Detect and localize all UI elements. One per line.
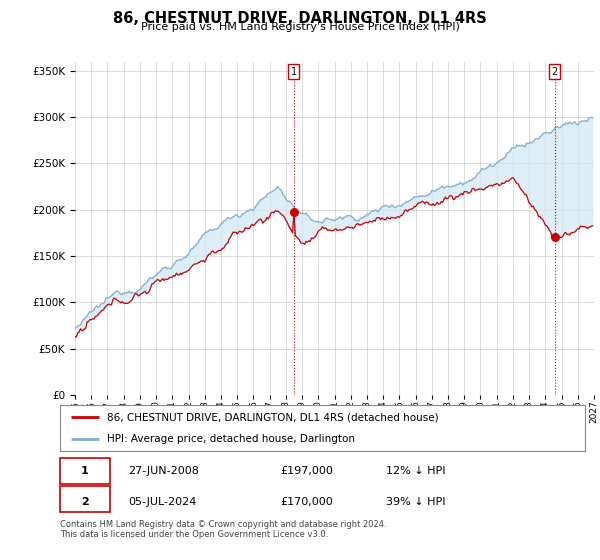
Text: 86, CHESTNUT DRIVE, DARLINGTON, DL1 4RS (detached house): 86, CHESTNUT DRIVE, DARLINGTON, DL1 4RS … <box>107 412 439 422</box>
Text: 12% ↓ HPI: 12% ↓ HPI <box>386 466 445 476</box>
Text: 1: 1 <box>81 466 89 476</box>
Text: 39% ↓ HPI: 39% ↓ HPI <box>386 497 445 507</box>
Text: 05-JUL-2024: 05-JUL-2024 <box>128 497 197 507</box>
Point <box>550 233 560 242</box>
FancyBboxPatch shape <box>60 486 110 512</box>
Text: 86, CHESTNUT DRIVE, DARLINGTON, DL1 4RS: 86, CHESTNUT DRIVE, DARLINGTON, DL1 4RS <box>113 11 487 26</box>
Text: 1: 1 <box>291 67 297 77</box>
FancyBboxPatch shape <box>60 458 110 484</box>
Text: 2: 2 <box>81 497 89 507</box>
Text: Contains HM Land Registry data © Crown copyright and database right 2024.
This d: Contains HM Land Registry data © Crown c… <box>60 520 386 539</box>
Text: £170,000: £170,000 <box>281 497 333 507</box>
Text: Price paid vs. HM Land Registry's House Price Index (HPI): Price paid vs. HM Land Registry's House … <box>140 22 460 32</box>
Text: 2: 2 <box>551 67 558 77</box>
Text: £197,000: £197,000 <box>281 466 334 476</box>
Text: HPI: Average price, detached house, Darlington: HPI: Average price, detached house, Darl… <box>107 435 355 444</box>
Text: 27-JUN-2008: 27-JUN-2008 <box>128 466 199 476</box>
Point <box>289 208 299 217</box>
